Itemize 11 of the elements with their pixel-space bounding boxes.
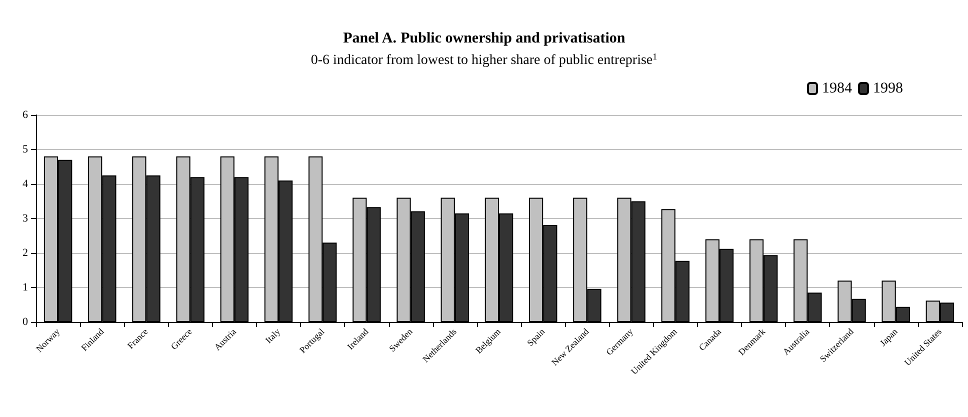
x-tick-label: Italy: [263, 326, 282, 346]
y-tick-label: 6: [22, 109, 28, 121]
y-tick-label: 5: [22, 144, 28, 156]
y-tick-label: 1: [22, 282, 28, 294]
y-tick-label: 4: [22, 178, 28, 190]
y-tick-label: 3: [22, 212, 28, 224]
legend-label: 1998: [873, 80, 903, 96]
chart-title: Panel A. Public ownership and privatisation: [343, 30, 626, 46]
legend-label: 1984: [822, 80, 852, 96]
y-tick-label: 2: [22, 247, 28, 259]
y-tick-label: 0: [22, 316, 28, 328]
